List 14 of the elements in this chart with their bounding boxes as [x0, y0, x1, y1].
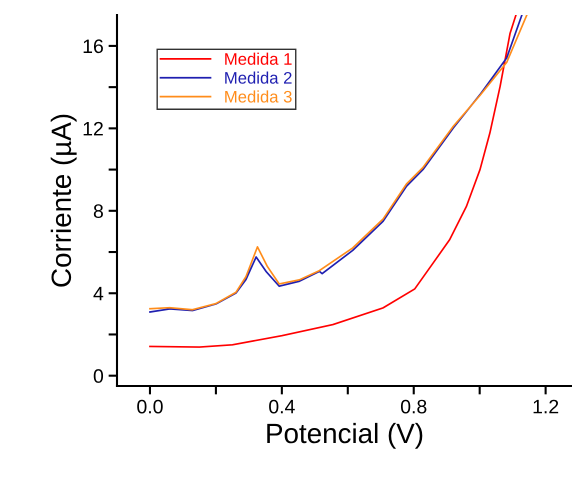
- x-tick-label: 0.0: [137, 400, 163, 414]
- x-tick-label: 0.4: [269, 400, 295, 414]
- y-tick-label: 12: [84, 122, 103, 136]
- legend-label: Medida 2: [225, 72, 292, 84]
- x-tick-label: 0.8: [400, 400, 426, 414]
- y-tick-label: 16: [84, 39, 103, 54]
- legend-label: Medida 1: [225, 52, 292, 65]
- legend-label: Medida 3: [225, 90, 292, 103]
- x-tick-label: 1.2: [534, 400, 558, 414]
- y-tick-label: 8: [94, 204, 103, 218]
- y-tick-label: 4: [93, 286, 104, 300]
- x-axis-title: Potencial (V): [267, 422, 422, 449]
- y-tick-label: 0: [94, 369, 104, 383]
- y-axis-title: Corriente (µA): [50, 114, 77, 287]
